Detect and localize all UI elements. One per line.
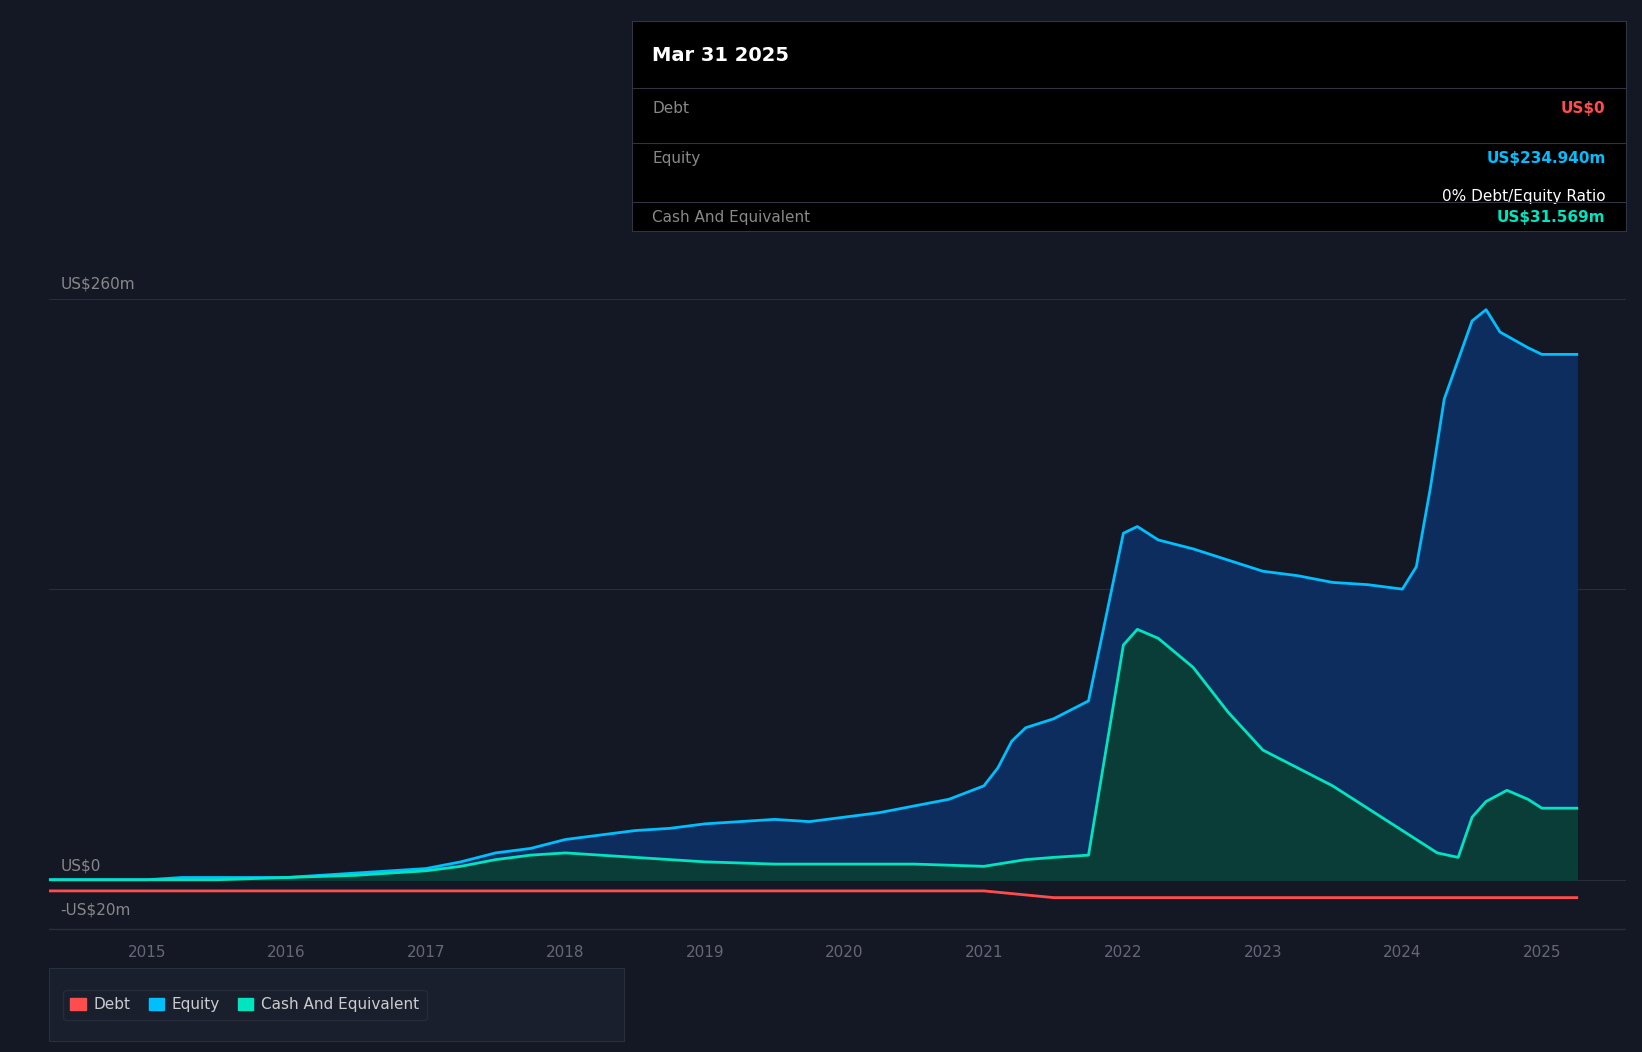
Text: 2017: 2017 [407,945,445,959]
Text: Cash And Equivalent: Cash And Equivalent [652,210,810,225]
Text: Mar 31 2025: Mar 31 2025 [652,46,790,65]
Text: 2018: 2018 [547,945,585,959]
Text: Equity: Equity [652,151,699,166]
Text: 2023: 2023 [1243,945,1282,959]
Text: Debt: Debt [652,101,690,116]
Text: 2024: 2024 [1383,945,1422,959]
Text: US$0: US$0 [61,858,100,873]
Text: US$260m: US$260m [61,277,135,291]
Text: 2022: 2022 [1103,945,1143,959]
Text: US$31.569m: US$31.569m [1498,210,1606,225]
Text: 2025: 2025 [1522,945,1562,959]
Text: 2020: 2020 [826,945,864,959]
Text: -US$20m: -US$20m [61,903,131,917]
Text: US$0: US$0 [1562,101,1606,116]
Text: 0% Debt/Equity Ratio: 0% Debt/Equity Ratio [1442,189,1606,204]
Text: 2016: 2016 [268,945,305,959]
Text: 2015: 2015 [128,945,166,959]
Text: 2019: 2019 [686,945,724,959]
Legend: Debt, Equity, Cash And Equivalent: Debt, Equity, Cash And Equivalent [62,990,427,1019]
Text: 2021: 2021 [964,945,1003,959]
Text: US$234.940m: US$234.940m [1486,151,1606,166]
